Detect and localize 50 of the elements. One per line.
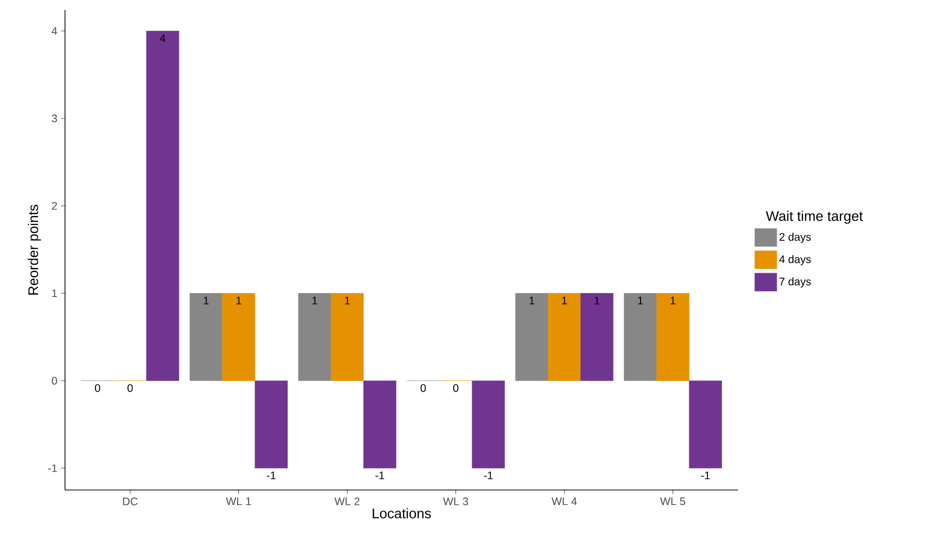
- data-label: 4: [160, 34, 166, 42]
- data-label: 0: [453, 384, 458, 392]
- x-tick-label: WL 1: [226, 498, 251, 506]
- data-label: 0: [420, 384, 426, 392]
- bar: [146, 30, 180, 381]
- data-label: -1: [484, 472, 493, 480]
- data-label: 1: [236, 296, 242, 304]
- x-tick-label: WL 2: [334, 498, 360, 506]
- bar: [298, 293, 332, 381]
- x-tick-label: DC: [123, 498, 138, 506]
- data-label: 1: [345, 296, 350, 304]
- data-label: -1: [375, 472, 384, 480]
- x-tick-label: WL 4: [552, 498, 577, 506]
- x-axis-title: Locations: [372, 508, 431, 518]
- bar: [472, 380, 505, 468]
- bar: [624, 293, 657, 381]
- y-tick-label: 4: [52, 27, 58, 35]
- bar: [515, 293, 548, 381]
- data-label: -1: [701, 472, 710, 480]
- data-label: 0: [128, 384, 133, 392]
- y-tick-label: 2: [52, 202, 57, 210]
- data-label: 0: [94, 384, 100, 392]
- x-tick-label: WL 3: [443, 498, 468, 506]
- bar: [548, 293, 581, 381]
- bar: [330, 293, 364, 381]
- data-label: 1: [670, 296, 676, 304]
- bar: [656, 293, 690, 381]
- data-label: 1: [562, 296, 567, 304]
- data-label: 1: [638, 296, 643, 304]
- bar: [363, 380, 396, 468]
- y-tick-label: 3: [52, 114, 57, 122]
- legend-label: 4 days: [779, 255, 811, 266]
- y-tick-label: 0: [52, 376, 58, 385]
- data-label: -1: [266, 472, 276, 480]
- y-axis-title: Reorder points: [28, 204, 41, 295]
- bar: [190, 293, 223, 381]
- data-label: 1: [594, 296, 600, 304]
- bar: [254, 380, 288, 468]
- bar: [689, 380, 722, 468]
- y-tick-label: -1: [48, 464, 57, 472]
- bar: [580, 293, 614, 381]
- legend-label: 7 days: [780, 277, 811, 288]
- data-label: 1: [530, 296, 534, 304]
- data-label: 1: [312, 296, 318, 304]
- x-tick-label: WL 5: [660, 498, 686, 506]
- legend-label: 2 days: [780, 232, 811, 243]
- legend-title: Wait time target: [766, 210, 863, 224]
- data-label: 1: [204, 296, 209, 304]
- bar: [222, 293, 256, 381]
- y-tick-label: 1: [52, 290, 57, 298]
